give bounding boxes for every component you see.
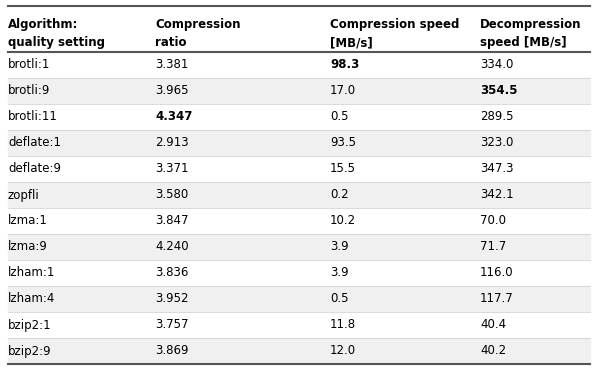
Text: 347.3: 347.3	[480, 163, 514, 175]
Bar	[8, 260, 590, 286]
Bar	[8, 338, 590, 364]
Text: 3.757: 3.757	[155, 319, 188, 332]
Text: 323.0: 323.0	[480, 137, 514, 149]
Text: brotli:11: brotli:11	[8, 111, 58, 123]
Text: 71.7: 71.7	[480, 240, 506, 253]
Bar	[8, 104, 590, 130]
Text: brotli:1: brotli:1	[8, 58, 50, 72]
Text: lzham:1: lzham:1	[8, 267, 55, 279]
Text: 3.836: 3.836	[155, 267, 188, 279]
Bar	[8, 130, 590, 156]
Text: 4.347: 4.347	[155, 111, 193, 123]
Bar	[8, 78, 590, 104]
Text: 93.5: 93.5	[330, 137, 356, 149]
Text: 2.913: 2.913	[155, 137, 188, 149]
Text: brotli:9: brotli:9	[8, 84, 50, 98]
Text: 3.381: 3.381	[155, 58, 188, 72]
Text: 289.5: 289.5	[480, 111, 514, 123]
Text: 3.869: 3.869	[155, 344, 188, 358]
Text: 17.0: 17.0	[330, 84, 356, 98]
Bar	[8, 234, 590, 260]
Text: 11.8: 11.8	[330, 319, 356, 332]
Text: 40.4: 40.4	[480, 319, 506, 332]
Text: bzip2:1: bzip2:1	[8, 319, 52, 332]
Text: speed [MB/s]: speed [MB/s]	[480, 36, 566, 49]
Text: 3.847: 3.847	[155, 214, 188, 228]
Bar	[8, 182, 590, 208]
Text: lzma:1: lzma:1	[8, 214, 48, 228]
Text: bzip2:9: bzip2:9	[8, 344, 52, 358]
Text: 70.0: 70.0	[480, 214, 506, 228]
Text: 10.2: 10.2	[330, 214, 356, 228]
Text: 0.5: 0.5	[330, 293, 349, 305]
Bar	[8, 156, 590, 182]
Text: 342.1: 342.1	[480, 188, 514, 202]
Bar	[8, 312, 590, 338]
Text: [MB/s]: [MB/s]	[330, 36, 373, 49]
Text: 3.371: 3.371	[155, 163, 188, 175]
Text: zopfli: zopfli	[8, 188, 40, 202]
Text: Decompression: Decompression	[480, 18, 581, 31]
Text: 3.9: 3.9	[330, 267, 349, 279]
Text: 3.952: 3.952	[155, 293, 188, 305]
Text: ratio: ratio	[155, 36, 187, 49]
Text: Compression speed: Compression speed	[330, 18, 460, 31]
Text: 12.0: 12.0	[330, 344, 356, 358]
Text: Algorithm:: Algorithm:	[8, 18, 79, 31]
Text: quality setting: quality setting	[8, 36, 105, 49]
Bar	[8, 52, 590, 78]
Text: 0.5: 0.5	[330, 111, 349, 123]
Text: 98.3: 98.3	[330, 58, 359, 72]
Text: 117.7: 117.7	[480, 293, 514, 305]
Text: lzham:4: lzham:4	[8, 293, 55, 305]
Text: deflate:1: deflate:1	[8, 137, 61, 149]
Text: 15.5: 15.5	[330, 163, 356, 175]
Text: 334.0: 334.0	[480, 58, 514, 72]
Text: lzma:9: lzma:9	[8, 240, 48, 253]
Bar	[8, 286, 590, 312]
Text: Compression: Compression	[155, 18, 241, 31]
Text: 3.9: 3.9	[330, 240, 349, 253]
Text: 116.0: 116.0	[480, 267, 514, 279]
Text: 0.2: 0.2	[330, 188, 349, 202]
Text: deflate:9: deflate:9	[8, 163, 61, 175]
Text: 4.240: 4.240	[155, 240, 188, 253]
Text: 3.580: 3.580	[155, 188, 188, 202]
Text: 354.5: 354.5	[480, 84, 517, 98]
Text: 3.965: 3.965	[155, 84, 188, 98]
Bar	[8, 208, 590, 234]
Text: 40.2: 40.2	[480, 344, 506, 358]
